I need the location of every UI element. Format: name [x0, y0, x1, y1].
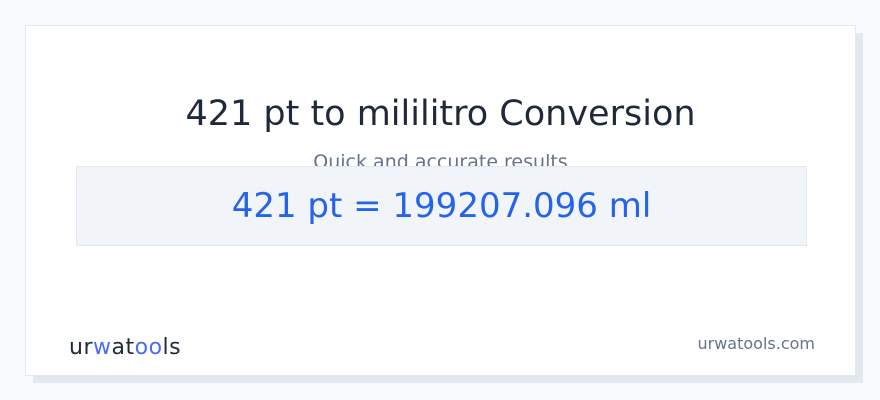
logo-part: oo [134, 335, 163, 360]
page-title: 421 pt to mililitro Conversion [185, 94, 696, 134]
conversion-card: 421 pt to mililitro Conversion Quick and… [25, 25, 856, 376]
logo-part: ur [69, 335, 93, 360]
logo-part: at [111, 335, 135, 360]
site-link[interactable]: urwatools.com [697, 334, 816, 353]
logo-part: w [93, 335, 112, 360]
urwatools-logo[interactable]: urwatools [69, 335, 181, 360]
conversion-result: 421 pt = 199207.096 ml [76, 166, 807, 246]
logo-part: ls [162, 335, 182, 360]
